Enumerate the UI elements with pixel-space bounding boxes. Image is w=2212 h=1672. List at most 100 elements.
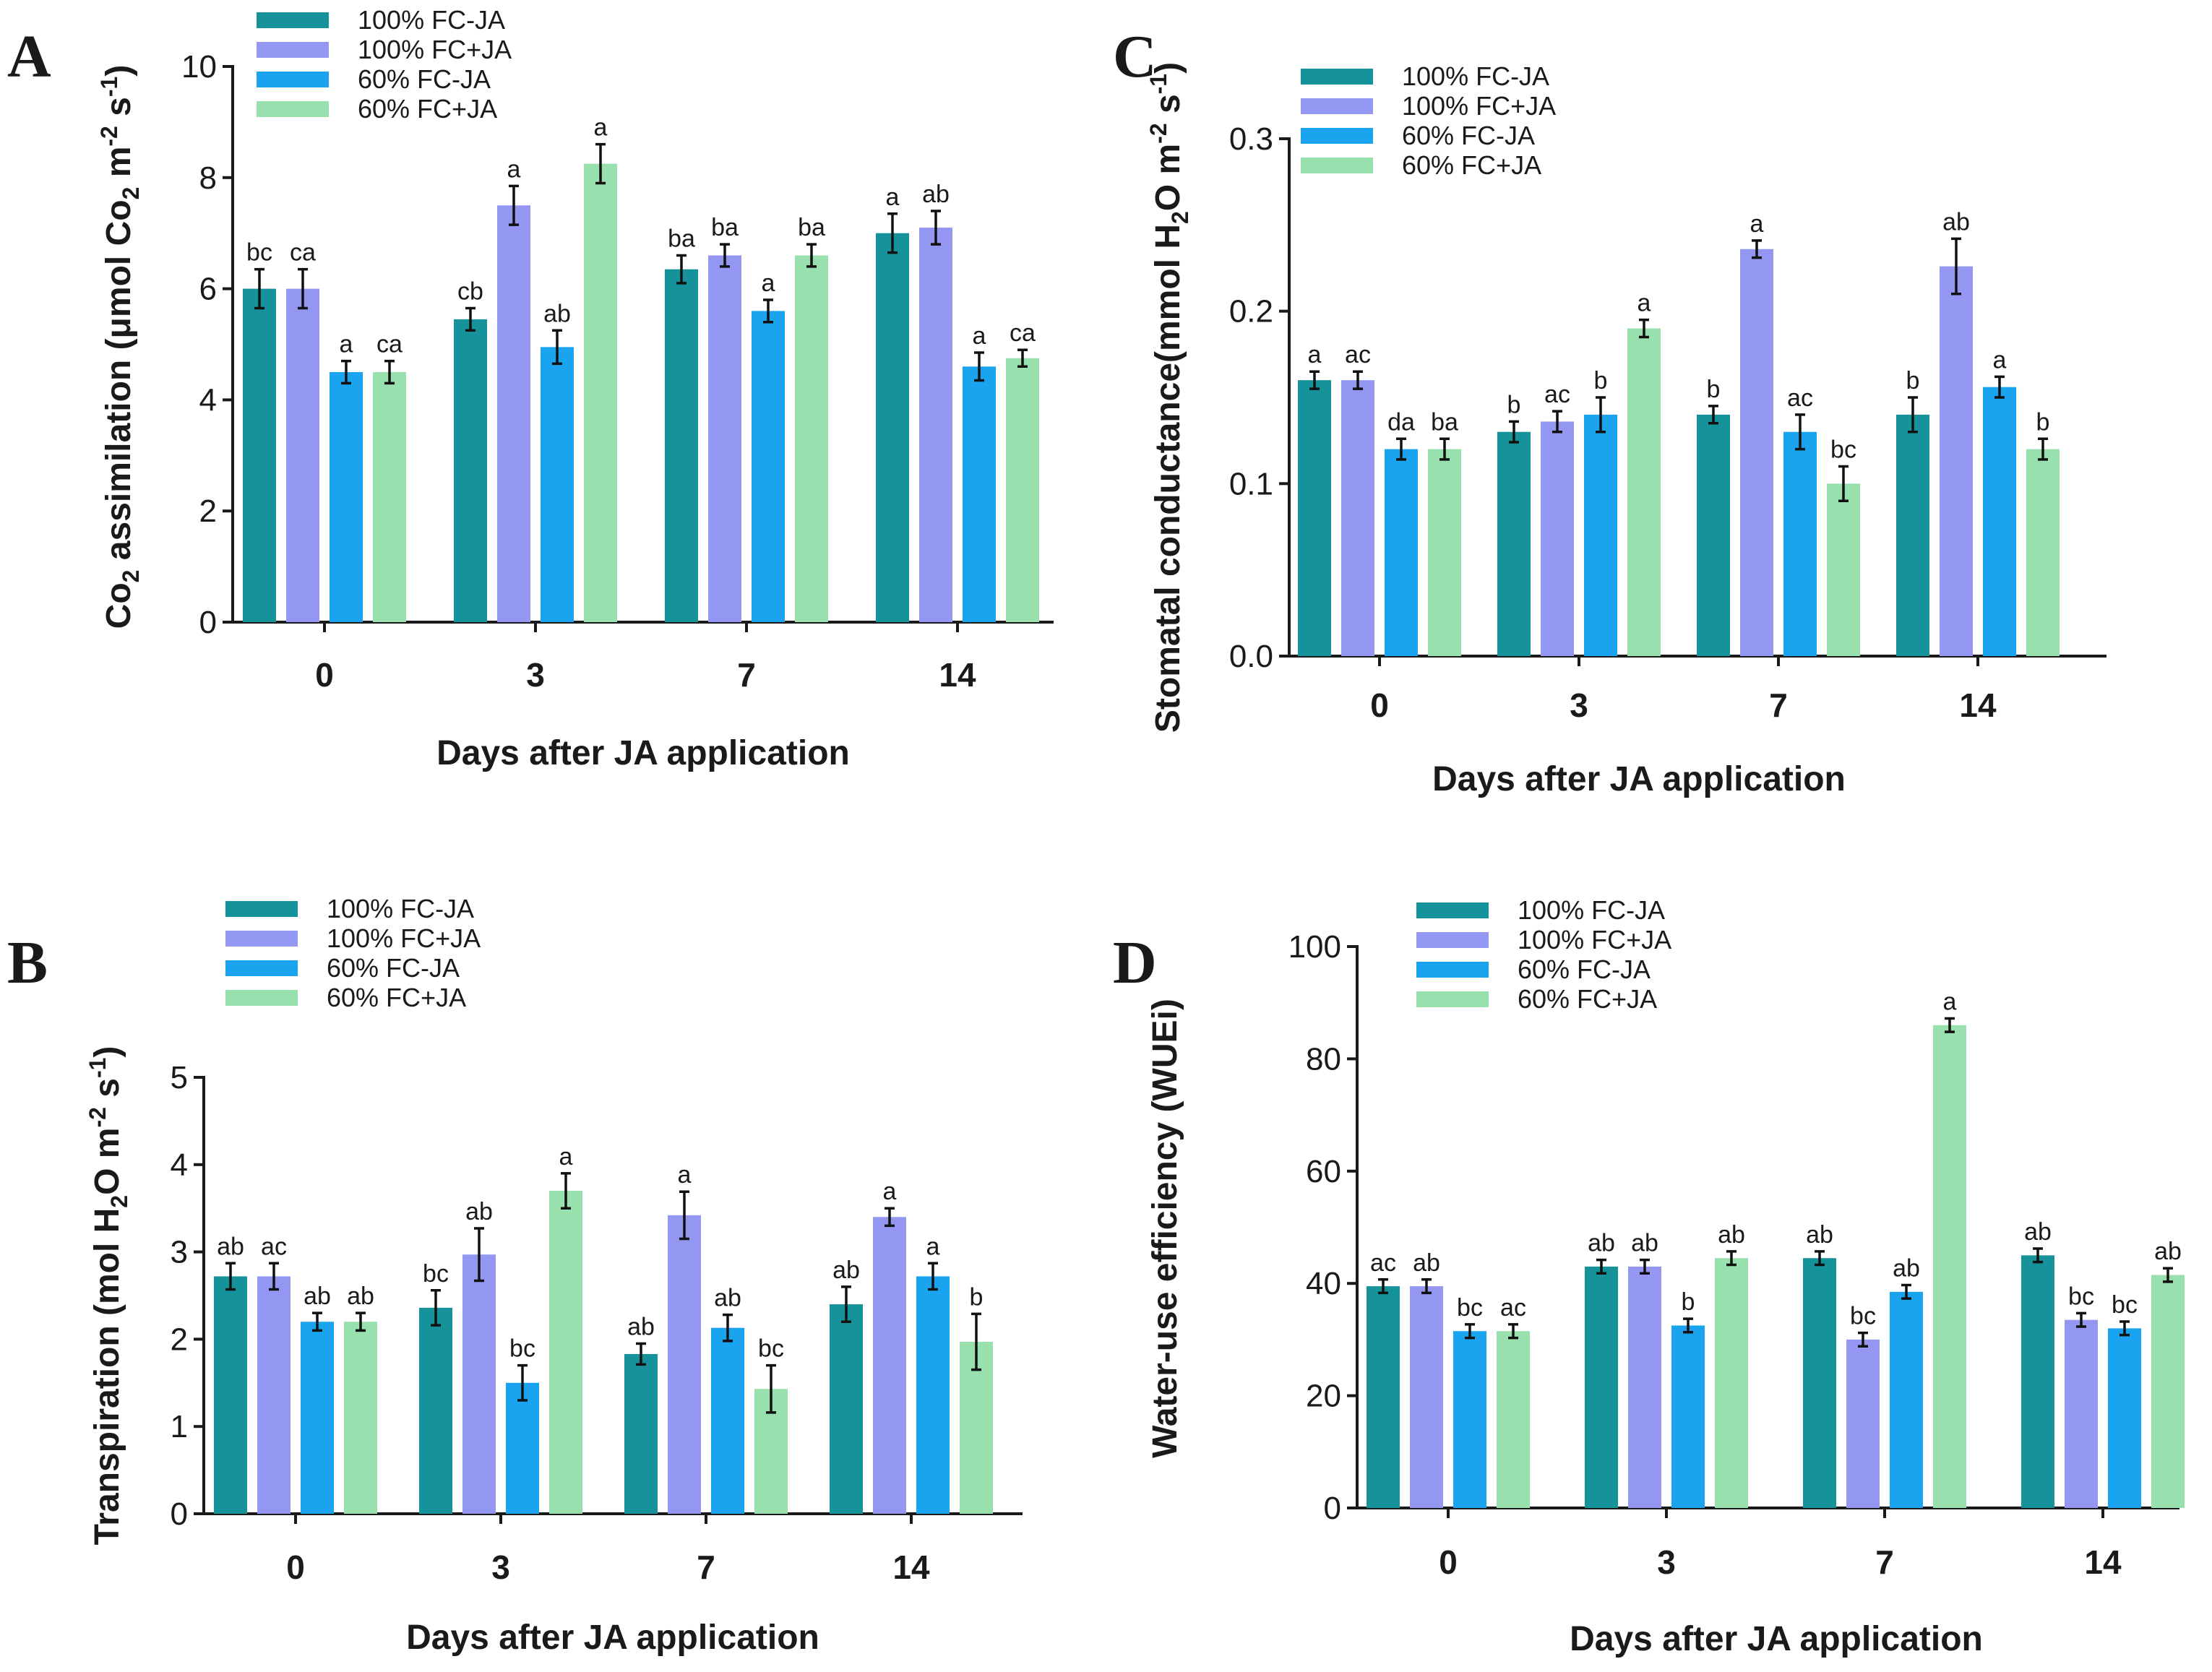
significance-label: ab <box>1588 1230 1615 1257</box>
legend-entry: 100% FC-JA <box>1402 61 1549 91</box>
error-bar <box>2120 1320 2130 1337</box>
error-bar <box>254 267 264 310</box>
bar-d-day7-s4 <box>1933 1025 1966 1508</box>
legend-entry: 60% FC+JA <box>327 983 466 1012</box>
bar-b-day0-s3 <box>301 1322 334 1514</box>
error-bar <box>312 1311 322 1332</box>
legend-entry: 100% FC+JA <box>1518 925 1671 954</box>
bar-a-day3-s2 <box>497 205 530 622</box>
bar-a-day14-s3 <box>963 366 996 622</box>
significance-label: ab <box>304 1283 331 1310</box>
x-tick-label: 0 <box>1370 686 1389 724</box>
bar-a-day0-s3 <box>330 371 363 622</box>
bar-a-day7-s3 <box>752 311 785 622</box>
error-bar <box>1858 1331 1868 1348</box>
significance-label: ab <box>465 1198 493 1225</box>
error-bar <box>1901 1283 1911 1300</box>
significance-label: ab <box>1942 208 1970 236</box>
bar-d-day0-s3 <box>1453 1331 1486 1508</box>
significance-label: ba <box>668 225 695 252</box>
error-bar <box>1017 348 1028 369</box>
x-tick-label: 0 <box>286 1548 305 1586</box>
bar-d-day3-s4 <box>1715 1258 1748 1508</box>
y-tick-label: 2 <box>171 1322 188 1357</box>
error-bar <box>931 210 941 246</box>
bar-c-day3-s4 <box>1627 328 1661 656</box>
x-tick-label: 3 <box>1570 686 1588 724</box>
error-bar <box>885 1207 895 1228</box>
error-bar <box>723 1313 733 1343</box>
error-bar <box>1951 237 1961 296</box>
y-tick-label: 20 <box>1306 1379 1341 1414</box>
legend-swatch <box>225 931 298 947</box>
error-bar <box>269 1262 279 1291</box>
legend-entry: 60% FC-JA <box>1402 121 1535 150</box>
bar-b-day0-s4 <box>344 1322 377 1514</box>
error-bar <box>1945 1017 1955 1033</box>
significance-label: b <box>1682 1288 1695 1316</box>
bar-c-day0-s1 <box>1298 380 1331 656</box>
significance-label: ac <box>1544 381 1570 408</box>
y-tick-label: 2 <box>199 494 217 529</box>
bar-d-day3-s2 <box>1628 1266 1661 1508</box>
y-tick-label: 6 <box>199 272 217 307</box>
error-bar <box>763 298 773 324</box>
significance-label: a <box>340 331 353 358</box>
significance-label: ab <box>347 1283 374 1310</box>
error-bar <box>1640 1258 1650 1275</box>
error-bar <box>509 184 519 226</box>
error-bar <box>2033 1247 2043 1264</box>
significance-label: ab <box>1718 1221 1745 1249</box>
error-bar <box>2076 1311 2086 1328</box>
bar-a-day14-s4 <box>1006 358 1039 622</box>
significance-label: b <box>1707 376 1721 403</box>
error-bar <box>1596 1258 1606 1275</box>
y-axis-title: Stomatal conductance(mmol H2O m-2 s-1) <box>1145 62 1193 733</box>
error-bar <box>298 267 308 310</box>
significance-label: b <box>970 1283 984 1311</box>
significance-label: ab <box>1806 1221 1833 1249</box>
legend-swatch <box>225 960 298 976</box>
significance-label: ab <box>1631 1230 1658 1257</box>
legend-swatch <box>225 990 298 1006</box>
bar-d-day7-s1 <box>1803 1258 1836 1508</box>
error-bar <box>1639 318 1649 339</box>
significance-label: ab <box>2154 1238 2182 1265</box>
significance-label: ab <box>832 1257 860 1284</box>
error-bar <box>384 359 395 385</box>
error-bar <box>1552 410 1562 434</box>
bar-b-day3-s4 <box>549 1191 582 1514</box>
bar-d-day3-s3 <box>1671 1325 1705 1508</box>
error-bar <box>1708 405 1718 425</box>
significance-label: b <box>1507 391 1521 418</box>
error-bar <box>974 351 984 382</box>
error-bar <box>1465 1323 1475 1340</box>
bar-b-day7-s2 <box>668 1215 701 1514</box>
significance-label: b <box>2036 408 2050 436</box>
error-bar <box>1994 375 2005 399</box>
significance-label: bc <box>509 1335 535 1363</box>
legend-entry: 60% FC-JA <box>1518 954 1651 984</box>
bar-c-day7-s1 <box>1697 414 1730 656</box>
bar-d-day7-s3 <box>1890 1291 1923 1508</box>
bar-a-day3-s4 <box>584 163 617 622</box>
significance-label: bc <box>1850 1303 1876 1330</box>
significance-label: bc <box>1457 1294 1483 1322</box>
error-bar <box>1908 396 1918 434</box>
y-tick-label: 0.1 <box>1229 466 1273 501</box>
significance-label: cb <box>457 278 483 306</box>
x-tick-label: 0 <box>315 656 334 694</box>
significance-label: ac <box>1345 341 1371 369</box>
bar-c-day14-s1 <box>1896 414 1929 656</box>
significance-label: da <box>1387 408 1415 436</box>
error-bar <box>1683 1317 1693 1334</box>
significance-label: ab <box>1893 1255 1920 1283</box>
error-bar <box>636 1342 646 1366</box>
bar-c-day14-s4 <box>2026 449 2060 656</box>
legend-swatch <box>257 12 329 28</box>
x-axis-title: Days after JA application <box>1432 760 1846 798</box>
bar-b-day14-s3 <box>916 1276 950 1514</box>
legend-swatch <box>1301 158 1373 173</box>
